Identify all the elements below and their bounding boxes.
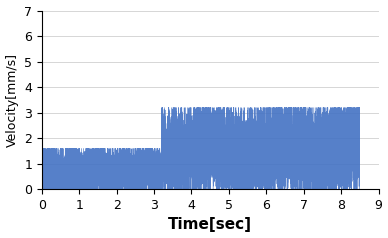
Y-axis label: Velocity[mm/s]: Velocity[mm/s]: [5, 53, 19, 147]
X-axis label: Time[sec]: Time[sec]: [168, 218, 252, 233]
